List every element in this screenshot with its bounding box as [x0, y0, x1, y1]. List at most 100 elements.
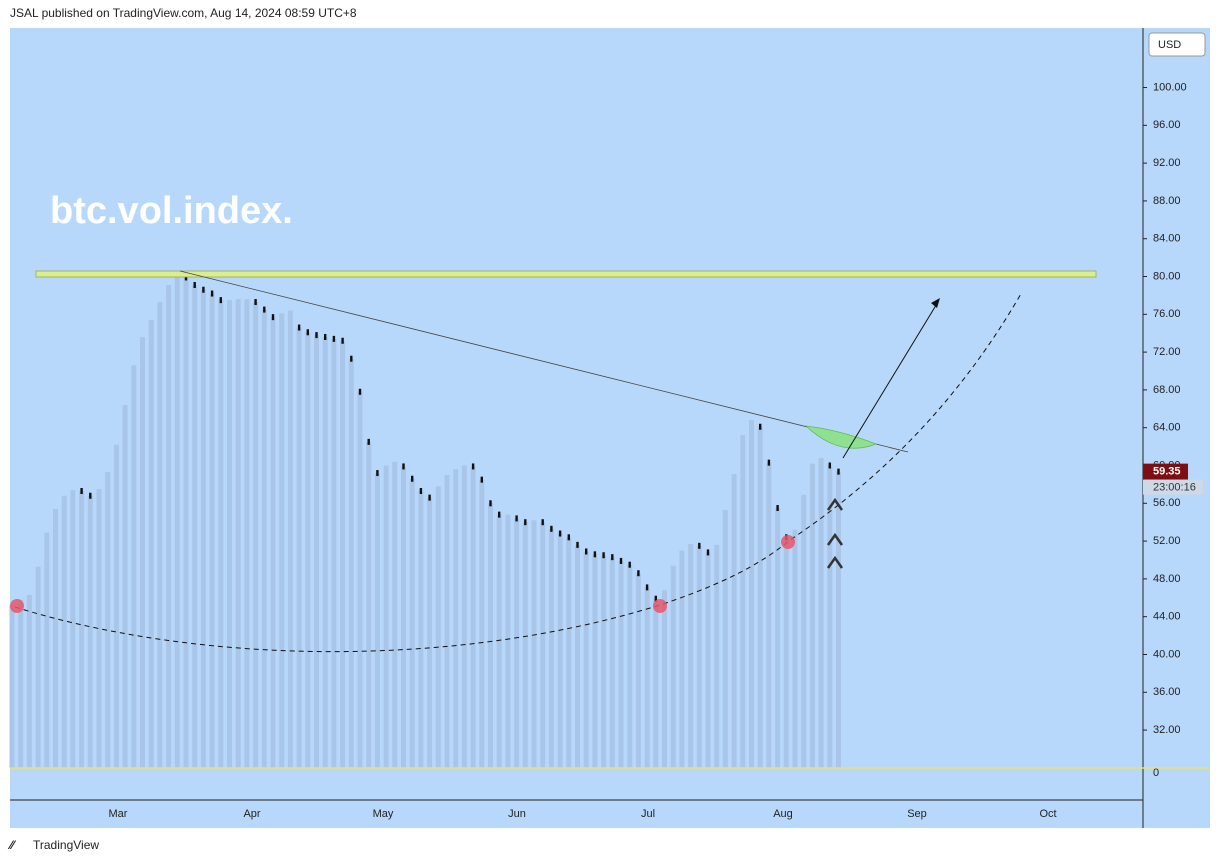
bar-cap [759, 423, 762, 430]
bar-cap [628, 561, 631, 568]
bar [253, 302, 259, 768]
bar [818, 457, 824, 768]
curve [14, 291, 1023, 653]
bar-cap [210, 290, 214, 297]
bar-cap [654, 595, 657, 602]
bar-cap [541, 519, 544, 526]
bar [383, 465, 389, 768]
trend-line [179, 270, 909, 453]
bar-cap [411, 475, 414, 482]
bar-cap [376, 470, 379, 477]
bar-cap [585, 548, 588, 555]
bar-cap [602, 552, 605, 559]
bar [557, 533, 563, 768]
bar [688, 543, 694, 768]
bar [401, 466, 406, 768]
bar-cap [550, 525, 553, 532]
bar [766, 462, 772, 768]
bar [757, 426, 763, 768]
x-tick-label: Mar [109, 808, 128, 820]
x-tick-label: Sep [907, 808, 927, 820]
bar [662, 590, 667, 768]
y-tick-label: 36.00 [1153, 686, 1181, 698]
bar [653, 598, 659, 768]
bar-cap [184, 274, 188, 281]
y-tick-label: 72.00 [1153, 346, 1181, 358]
bar-cap [332, 335, 336, 342]
bar-cap [306, 329, 309, 336]
bar-cap [89, 492, 92, 499]
bar-cap [524, 519, 527, 526]
resistance-band [35, 270, 1097, 278]
bar [270, 317, 276, 768]
bar [166, 285, 172, 768]
bar [627, 564, 633, 768]
currency-box[interactable] [1148, 32, 1206, 57]
x-tick-label: Oct [1039, 808, 1056, 820]
bar [548, 528, 554, 768]
bar [635, 573, 641, 768]
y-tick-label: 44.00 [1153, 611, 1181, 623]
bar [775, 508, 781, 768]
bar-cap [489, 500, 492, 507]
bar [26, 594, 32, 768]
bar-cap [480, 476, 483, 483]
bar [749, 420, 754, 768]
last-value-box [1143, 463, 1188, 480]
x-tick-label: Apr [243, 808, 260, 820]
x-tick-label: Aug [773, 808, 793, 820]
x-tick-label: Jun [508, 808, 526, 820]
y-tick-label: 80.00 [1153, 270, 1181, 282]
bar [496, 514, 502, 768]
bar-cap [271, 314, 275, 321]
bar [357, 391, 363, 768]
bar [35, 566, 41, 768]
bar [113, 444, 119, 768]
bar-cap [776, 505, 779, 512]
bar [53, 508, 58, 768]
bar [287, 310, 293, 768]
bar [609, 557, 615, 768]
currency: USD [1158, 39, 1181, 51]
bar [592, 554, 598, 768]
bar [348, 358, 354, 768]
bar [444, 474, 450, 768]
bar [157, 302, 163, 768]
bars [9, 273, 841, 768]
y-tick-label: 48.00 [1153, 573, 1181, 585]
bar [366, 441, 372, 768]
bar [696, 545, 702, 768]
bar [470, 466, 476, 768]
bar [601, 555, 607, 768]
bar [505, 514, 511, 768]
bar-cap [419, 488, 423, 495]
y-tick-label: 96.00 [1153, 119, 1181, 131]
half-moon [804, 425, 878, 449]
y-tick-label: 88.00 [1153, 195, 1181, 207]
bar [540, 522, 546, 768]
bar-cap [767, 459, 771, 466]
bar [618, 560, 624, 768]
bar [61, 495, 67, 768]
y-tick-label: 40.00 [1153, 648, 1181, 660]
bar [148, 319, 154, 768]
bar-cap [193, 282, 196, 289]
bar [105, 472, 111, 768]
x-tick-label: May [373, 808, 394, 820]
countdown-box [1143, 479, 1203, 495]
y-tick-label: 100.00 [1153, 81, 1187, 93]
bar [131, 365, 137, 768]
bar [200, 289, 206, 768]
drawings [10, 270, 1210, 769]
bar [392, 461, 398, 768]
bar-cap [402, 463, 405, 470]
bar-cap [297, 324, 301, 331]
bar [174, 273, 180, 768]
bar-cap [428, 494, 431, 501]
bar [140, 336, 145, 768]
bar [305, 332, 311, 768]
bar [44, 532, 50, 768]
chart-title: btc.vol.index. [50, 190, 293, 232]
bar-cap [202, 286, 205, 293]
pivot-dot [10, 599, 24, 613]
